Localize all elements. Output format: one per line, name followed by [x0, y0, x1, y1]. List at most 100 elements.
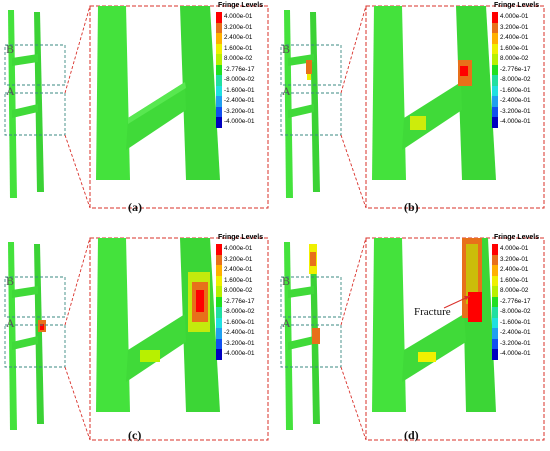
legend-swatch — [492, 254, 498, 265]
ladder-overview — [8, 10, 44, 198]
legend-swatch — [216, 275, 222, 286]
legend-level: -4.000e-01 — [500, 350, 531, 357]
legend-swatch — [216, 85, 222, 96]
legend-level: 1.600e-01 — [500, 44, 529, 52]
legend-level: -4.000e-01 — [224, 350, 255, 357]
legend-colorbar — [492, 12, 498, 128]
detail-box-lower — [4, 92, 66, 136]
box-label-a: A — [6, 84, 15, 98]
legend-level: -1.600e-01 — [224, 86, 255, 94]
legend-level: -4.000e-01 — [500, 118, 531, 125]
zoom-view — [372, 6, 496, 180]
legend-swatch — [216, 64, 222, 75]
simulation-figure-c — [4, 237, 269, 441]
legend-values: 4.000e-01 3.200e-01 2.400e-01 1.600e-01 8.00… — [500, 12, 530, 128]
legend-swatch — [492, 307, 498, 318]
box-label-a: A — [282, 316, 291, 330]
detail-box-lower — [4, 324, 66, 368]
panel-d: B A Fracture Fringe Levels 4.000e-01 3.20… — [276, 232, 546, 444]
legend-level: 2.400e-01 — [500, 266, 529, 273]
legend-swatch — [492, 22, 498, 33]
legend-swatch — [216, 254, 222, 265]
legend-values: 4.000e-01 3.200e-01 2.400e-01 1.600e-01 8.00… — [224, 244, 254, 360]
simulation-figure-d — [280, 237, 545, 441]
box-label-a: A — [6, 316, 15, 330]
box-label-b: B — [6, 42, 15, 56]
legend-level: 1.600e-01 — [224, 44, 253, 52]
legend-swatch — [492, 85, 498, 96]
legend-swatch — [216, 307, 222, 318]
legend-level: 8.000e-02 — [500, 55, 529, 62]
legend-swatch — [492, 317, 498, 328]
detail-box-upper — [280, 44, 342, 86]
legend-colorbar — [216, 12, 222, 128]
legend-level: -8.000e-02 — [500, 76, 531, 83]
panel-a: B A Fringe Levels 4.000e-01 3.200e-01 2.40… — [0, 0, 270, 214]
legend-swatch — [216, 338, 222, 349]
legend-swatch — [492, 275, 498, 286]
legend-level: -2.776e-17 — [224, 297, 255, 305]
legend-swatch — [492, 43, 498, 54]
legend-swatch — [216, 33, 222, 44]
detail-box-upper — [4, 276, 66, 318]
ladder-overview — [284, 242, 320, 430]
legend-level: -1.600e-01 — [500, 318, 531, 326]
legend-swatch — [216, 244, 222, 255]
detail-box-upper — [4, 44, 66, 86]
panel-c: B A Fringe Levels 4.000e-01 3.200e-01 2.40… — [0, 232, 270, 444]
legend-swatch — [492, 117, 498, 128]
legend-swatch — [492, 33, 498, 44]
legend-swatch — [492, 338, 498, 349]
legend-level: -4.000e-01 — [224, 118, 255, 125]
legend-swatch — [492, 244, 498, 255]
legend-swatch — [216, 22, 222, 33]
legend-level: 8.000e-02 — [224, 55, 253, 62]
legend-swatch — [492, 96, 498, 107]
legend-title: Fringe Levels — [494, 2, 540, 9]
simulation-figure-b — [280, 5, 545, 209]
legend-level: -3.200e-01 — [500, 107, 531, 115]
legend-values: 4.000e-01 3.200e-01 2.400e-01 1.600e-01 8.00… — [224, 12, 254, 128]
legend-swatch — [492, 328, 498, 339]
legend-level: 8.000e-02 — [224, 287, 253, 294]
fracture-label: Fracture — [414, 306, 451, 318]
legend-level: -2.400e-01 — [224, 97, 255, 104]
legend-level: 4.000e-01 — [500, 245, 529, 252]
legend-swatch — [492, 64, 498, 75]
panel-b: B A Fringe Levels 4.000e-01 3.200e-01 2.40… — [276, 0, 546, 214]
legend-level: -8.000e-02 — [224, 76, 255, 83]
box-label-b: B — [6, 274, 15, 288]
legend-level: 1.600e-01 — [500, 276, 529, 284]
zoom-view — [372, 238, 496, 412]
box-label-a: A — [282, 84, 291, 98]
legend-swatch — [216, 117, 222, 128]
legend-level: 2.400e-01 — [500, 34, 529, 41]
legend-level: 3.200e-01 — [500, 255, 529, 263]
legend-level: 4.000e-01 — [500, 13, 529, 20]
zoom-view-box — [89, 5, 269, 209]
legend-level: 2.400e-01 — [224, 266, 253, 273]
box-label-b: B — [282, 42, 291, 56]
legend-swatch — [492, 12, 498, 23]
legend-swatch — [492, 75, 498, 86]
legend-level: 4.000e-01 — [224, 245, 253, 252]
zoom-view-box — [365, 237, 545, 441]
legend-values: 4.000e-01 3.200e-01 2.400e-01 1.600e-01 8.00… — [500, 244, 530, 360]
legend-level: 4.000e-01 — [224, 13, 253, 20]
legend-title: Fringe Levels — [494, 234, 540, 241]
legend-level: 3.200e-01 — [224, 255, 253, 263]
legend-swatch — [216, 12, 222, 23]
legend-swatch — [216, 75, 222, 86]
zoom-view — [96, 6, 220, 180]
legend-swatch — [216, 296, 222, 307]
legend-swatch — [216, 286, 222, 297]
zoom-view-box — [89, 237, 269, 441]
legend-level: -2.776e-17 — [224, 65, 255, 73]
legend-level: -3.200e-01 — [224, 339, 255, 347]
legend-swatch — [216, 317, 222, 328]
legend-level: -1.600e-01 — [500, 86, 531, 94]
legend-level: -1.600e-01 — [224, 318, 255, 326]
panel-caption: (a) — [128, 200, 142, 214]
legend-swatch — [216, 96, 222, 107]
legend-swatch — [216, 106, 222, 117]
